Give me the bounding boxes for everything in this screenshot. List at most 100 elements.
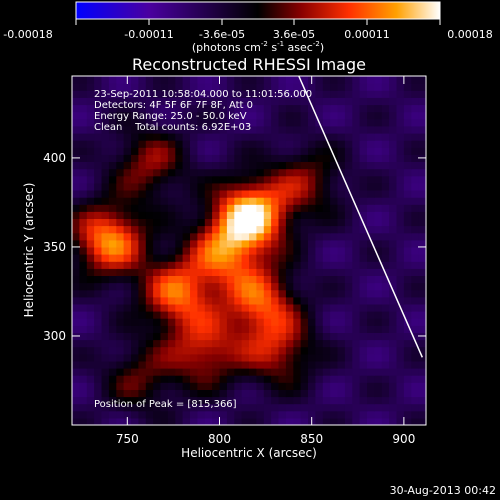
heatmap-cell (293, 375, 302, 383)
heatmap-cell (403, 403, 412, 412)
heatmap-cell (153, 325, 162, 333)
heatmap-cell (138, 97, 147, 106)
heatmap-cell (359, 417, 368, 425)
heatmap-cell (72, 275, 80, 284)
heatmap-cell (330, 147, 339, 155)
heatmap-cell (79, 111, 88, 120)
heatmap-cell (79, 360, 88, 369)
heatmap-cell (123, 375, 132, 383)
heatmap-cell (160, 268, 169, 276)
heatmap-cell (86, 190, 95, 198)
heatmap-cell (197, 204, 206, 212)
heatmap-cell (197, 190, 206, 198)
heatmap-cell (396, 239, 405, 248)
heatmap-cell (322, 168, 331, 177)
heatmap-cell (374, 182, 383, 191)
heatmap-cell (204, 254, 213, 262)
heatmap-cell (374, 325, 383, 333)
heatmap-cell (212, 403, 221, 412)
heatmap-cell (381, 353, 390, 362)
heatmap-cell (116, 417, 125, 425)
heatmap-cell (337, 147, 346, 155)
heatmap-cell (101, 389, 110, 398)
heatmap-cell (138, 346, 147, 355)
heatmap-cell (403, 389, 412, 398)
heatmap-cell (352, 175, 361, 184)
heatmap-cell (167, 268, 176, 276)
annotation-clean-counts: Clean Total counts: 6.92E+03 (94, 122, 251, 133)
heatmap-cell (330, 353, 339, 362)
heatmap-cell (182, 90, 191, 98)
heatmap-cell (389, 97, 398, 106)
heatmap-cell (219, 410, 228, 419)
heatmap-cell (226, 346, 235, 355)
heatmap-cell (389, 417, 398, 425)
heatmap-cell (123, 161, 132, 170)
heatmap-cell (249, 360, 257, 369)
heatmap-cell (101, 175, 110, 184)
heatmap-cell (182, 275, 191, 284)
heatmap-cell (249, 154, 257, 162)
heatmap-cell (278, 133, 287, 141)
heatmap-cell (293, 197, 302, 205)
heatmap-cell (271, 275, 280, 284)
heatmap-cell (315, 76, 324, 84)
heatmap-cell (219, 104, 228, 113)
heatmap-cell (131, 161, 139, 170)
heatmap-cell (108, 346, 117, 355)
heatmap-cell (344, 368, 353, 376)
heatmap-cell (234, 289, 243, 298)
heatmap-cell (293, 332, 302, 341)
heatmap-cell (101, 154, 110, 162)
heatmap-cell (234, 382, 243, 390)
heatmap-cell (256, 282, 265, 291)
heatmap-cell (315, 104, 324, 113)
heatmap-cell (249, 175, 257, 184)
heatmap-cell (256, 140, 265, 148)
heatmap-cell (330, 289, 339, 298)
heatmap-cell (190, 382, 198, 390)
heatmap-cell (108, 275, 117, 284)
heatmap-cell (153, 339, 162, 348)
heatmap-cell (101, 275, 110, 284)
heatmap-cell (300, 232, 309, 241)
heatmap-cell (308, 353, 316, 362)
heatmap-cell (249, 83, 257, 91)
heatmap-cell (101, 76, 110, 84)
heatmap-cell (278, 275, 287, 284)
heatmap-cell (212, 197, 221, 205)
heatmap-cell (418, 339, 426, 348)
heatmap-cell (249, 161, 257, 170)
heatmap-cell (94, 332, 103, 341)
heatmap-cell (241, 133, 250, 141)
heatmap-cell (160, 111, 169, 120)
heatmap-cell (86, 232, 95, 241)
heatmap-cell (418, 311, 426, 319)
heatmap-cell (367, 204, 375, 212)
heatmap-cell (359, 403, 368, 412)
heatmap-cell (190, 303, 198, 312)
heatmap-cell (131, 90, 139, 98)
heatmap-cell (219, 268, 228, 276)
heatmap-cell (381, 190, 390, 198)
heatmap-cell (278, 211, 287, 219)
heatmap-cell (94, 97, 103, 106)
heatmap-cell (411, 147, 420, 155)
heatmap-cell (344, 190, 353, 198)
heatmap-cell (285, 254, 294, 262)
heatmap-cell (131, 133, 139, 141)
heatmap-cell (123, 225, 132, 234)
heatmap-cell (116, 154, 125, 162)
heatmap-cell (160, 246, 169, 255)
colorbar-tick-6: 0.00018 (447, 28, 493, 41)
heatmap-cell (145, 410, 154, 419)
heatmap-cell (300, 296, 309, 305)
heatmap-cell (344, 268, 353, 276)
heatmap-cell (411, 332, 420, 341)
heatmap-cell (256, 118, 265, 127)
heatmap-cell (167, 76, 176, 84)
heatmap-cell (403, 410, 412, 419)
heatmap-cell (116, 225, 125, 234)
heatmap-cell (182, 339, 191, 348)
heatmap-cell (389, 346, 398, 355)
